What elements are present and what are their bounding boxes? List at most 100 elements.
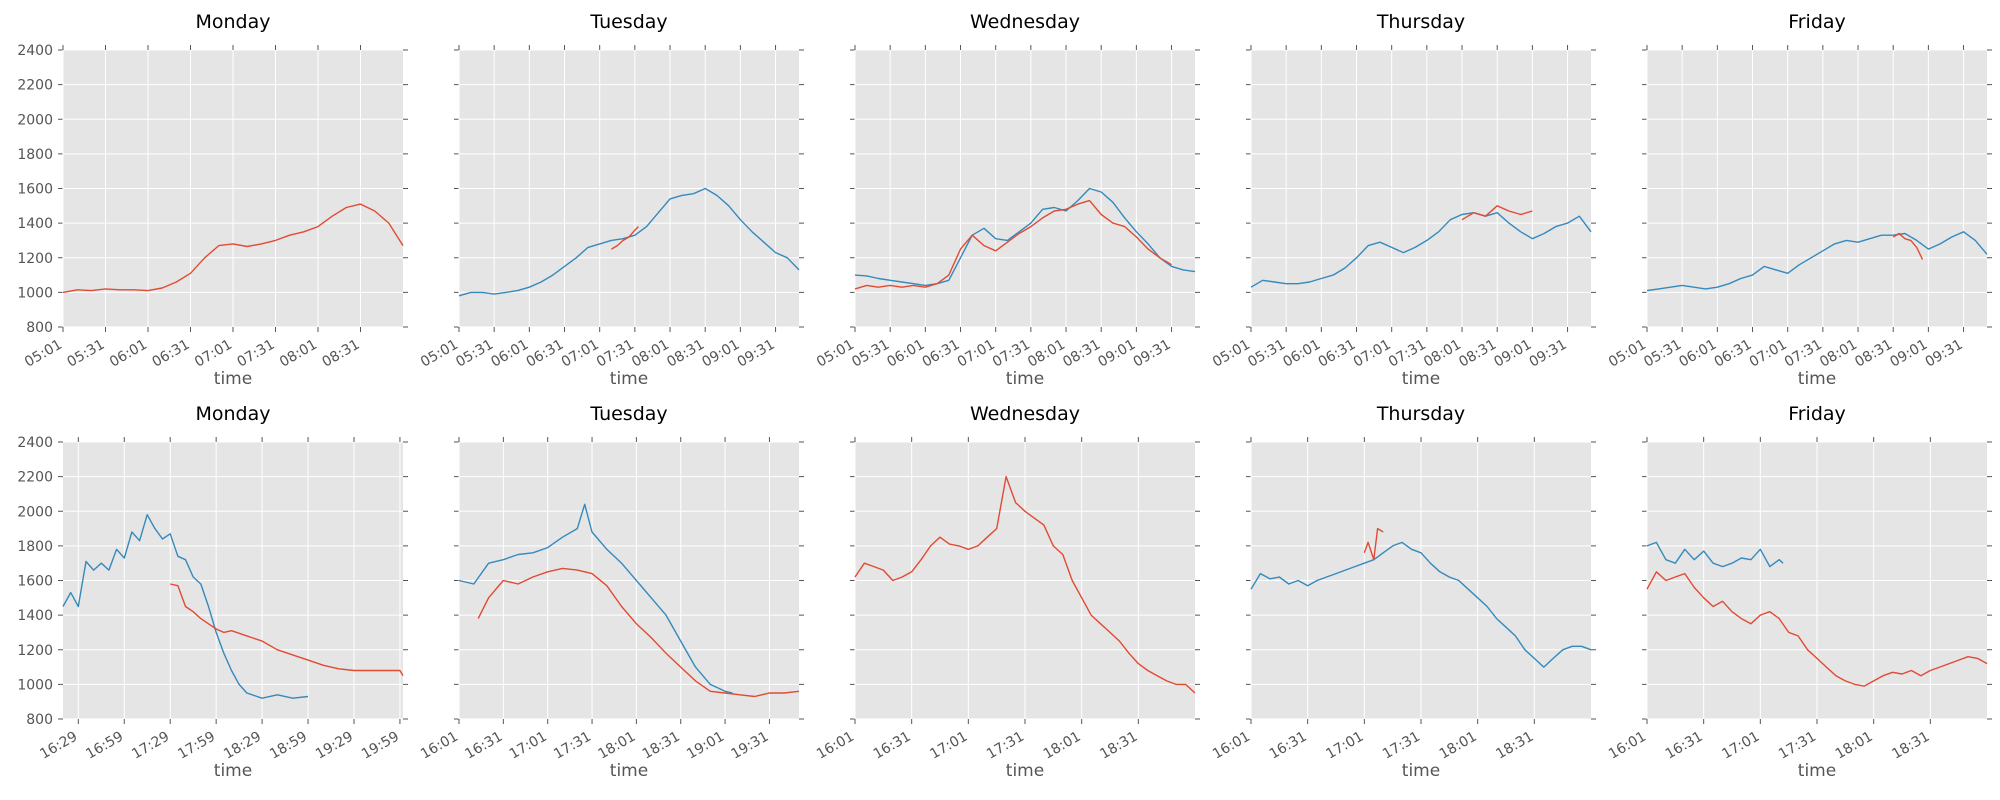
x-tick-label: 18:01 — [1041, 729, 1084, 763]
x-tick-label: 06:01 — [1676, 337, 1719, 371]
x-tick-label: 07:01 — [192, 337, 235, 371]
x-tick-label: 05:31 — [849, 337, 892, 371]
x-tick-label: 08:31 — [664, 337, 707, 371]
x-tick-label: 08:31 — [1060, 337, 1103, 371]
x-tick-label: 16:01 — [814, 729, 857, 763]
x-tick-label: 17:31 — [1380, 729, 1423, 763]
x-tick-label: 17:59 — [175, 729, 218, 763]
chart-panel: 16:01 16:31 17:01 17:31 18:01 18:31 Thursday ti… — [1210, 403, 1596, 781]
x-tick-label: 17:31 — [1776, 729, 1819, 763]
series-line-red — [1892, 232, 1924, 260]
x-tick-label: 18:29 — [221, 729, 264, 763]
y-tick-label: 1000 — [17, 285, 53, 301]
series-line-blue — [1646, 541, 1784, 568]
chart-panel: 800 1000 1200 1400 1600 1800 2000 2200 2400 05:01… — [17, 11, 408, 389]
x-tick-label: 07:31 — [990, 337, 1033, 371]
x-tick-label: 16:01 — [1606, 729, 1649, 763]
x-tick-label: 17:01 — [1719, 729, 1762, 763]
chart-panel: 16:01 16:31 17:01 17:31 18:01 18:31 19:01 19:31… — [418, 403, 804, 781]
y-tick-label: 1400 — [17, 216, 53, 232]
x-tick-label: 17:31 — [984, 729, 1027, 763]
x-tick-label: 07:01 — [559, 337, 602, 371]
x-axis-label: time — [1006, 369, 1044, 389]
y-tick-label: 2000 — [17, 504, 53, 520]
x-tick-label: 06:01 — [107, 337, 150, 371]
x-tick-label: 07:01 — [1351, 337, 1394, 371]
chart-title: Monday — [195, 403, 270, 425]
x-tick-label: 09:31 — [735, 337, 778, 371]
x-tick-label: 06:31 — [524, 337, 567, 371]
x-tick-label: 18:31 — [1889, 729, 1932, 763]
chart-title: Thursday — [1376, 11, 1465, 33]
x-tick-label: 16:29 — [37, 729, 80, 763]
x-tick-label: 07:01 — [1747, 337, 1790, 371]
x-axis-label: time — [1798, 369, 1836, 389]
chart-panel: 16:01 16:31 17:01 17:31 18:01 18:31 Friday time — [1606, 403, 1992, 781]
x-tick-label: 09:01 — [1095, 337, 1138, 371]
x-tick-label: 06:01 — [1280, 337, 1323, 371]
x-axis-label: time — [610, 761, 648, 781]
x-tick-label: 07:01 — [955, 337, 998, 371]
y-tick-label: 2200 — [17, 78, 53, 94]
chart-panel: 05:0105:3106:0106:3107:0107:3108:0108:31… — [418, 11, 804, 389]
x-tick-label: 06:31 — [1316, 337, 1359, 371]
x-tick-label: 05:01 — [22, 337, 65, 371]
series-line-red — [477, 567, 800, 698]
x-tick-label: 16:31 — [871, 729, 914, 763]
x-tick-label: 06:31 — [1712, 337, 1755, 371]
x-tick-label: 18:31 — [1493, 729, 1536, 763]
x-tick-label: 06:31 — [920, 337, 963, 371]
x-tick-label: 05:01 — [418, 337, 461, 371]
x-tick-label: 08:01 — [629, 337, 672, 371]
series-line-red — [62, 203, 404, 294]
series-line-blue — [854, 187, 1196, 287]
series-line-red — [1461, 205, 1533, 221]
y-tick-label: 800 — [26, 712, 53, 728]
x-axis-label: time — [214, 369, 252, 389]
chart-title: Wednesday — [970, 403, 1080, 425]
x-tick-label: 05:01 — [1606, 337, 1649, 371]
x-axis-label: time — [214, 761, 252, 781]
y-tick-label: 1000 — [17, 677, 53, 693]
x-tick-label: 16:59 — [83, 729, 126, 763]
x-tick-label: 05:31 — [1245, 337, 1288, 371]
chart-title: Monday — [195, 11, 270, 33]
x-tick-label: 18:01 — [1437, 729, 1480, 763]
x-tick-label: 09:31 — [1923, 337, 1966, 371]
x-tick-label: 16:01 — [1210, 729, 1253, 763]
x-tick-label: 17:01 — [507, 729, 550, 763]
y-tick-label: 2200 — [17, 470, 53, 486]
x-tick-label: 08:31 — [320, 337, 363, 371]
x-tick-label: 19:29 — [313, 729, 356, 763]
series-line-red — [170, 583, 404, 677]
chart-title: Tuesday — [589, 403, 667, 425]
x-tick-label: 05:31 — [1641, 337, 1684, 371]
series-line-blue — [1250, 541, 1592, 668]
series-line-red — [611, 226, 639, 250]
series-line-blue — [1250, 211, 1592, 288]
x-axis-label: time — [1402, 761, 1440, 781]
x-tick-label: 09:01 — [1491, 337, 1534, 371]
x-tick-label: 09:01 — [1887, 337, 1930, 371]
series-line-red — [854, 475, 1196, 694]
x-tick-label: 18:01 — [595, 729, 638, 763]
chart-panel: 16:01 16:31 17:01 17:31 18:01 18:31 Wednesday t… — [814, 403, 1200, 781]
y-tick-label: 1400 — [17, 608, 53, 624]
chart-panel: 05:0105:3106:0106:3107:0107:3108:0108:31… — [814, 11, 1200, 389]
chart-panel: 05:0105:3106:0106:3107:0107:3108:0108:31… — [1606, 11, 1992, 389]
series-line-blue — [1646, 231, 1988, 292]
series-line-red — [1363, 527, 1384, 561]
series-line-red — [1646, 571, 1988, 687]
x-tick-label: 18:31 — [640, 729, 683, 763]
x-tick-label: 18:01 — [1833, 729, 1876, 763]
y-tick-label: 2400 — [17, 43, 53, 59]
x-tick-label: 08:31 — [1456, 337, 1499, 371]
chart-title: Wednesday — [970, 11, 1080, 33]
x-axis-label: time — [1798, 761, 1836, 781]
x-tick-label: 07:31 — [1782, 337, 1825, 371]
x-tick-label: 05:31 — [453, 337, 496, 371]
x-tick-label: 16:31 — [462, 729, 505, 763]
x-axis-label: time — [610, 369, 648, 389]
y-tick-label: 1600 — [17, 574, 53, 590]
